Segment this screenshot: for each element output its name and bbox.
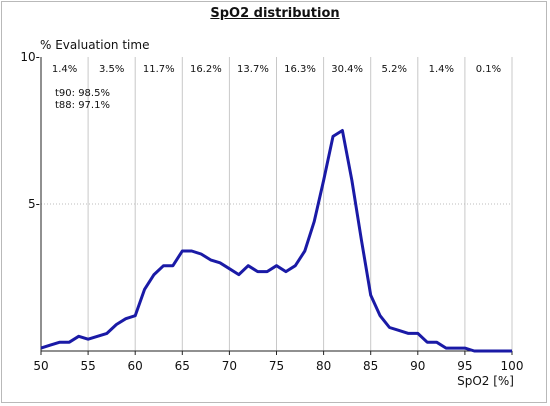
x-tick-label: 70 bbox=[222, 359, 237, 373]
x-tick-label: 85 bbox=[363, 359, 378, 373]
bin-percentage-label: 0.1% bbox=[476, 64, 501, 75]
x-tick-label: 65 bbox=[175, 359, 190, 373]
bin-percentage-label: 13.7% bbox=[237, 64, 269, 75]
y-axis-label: % Evaluation time bbox=[40, 38, 150, 52]
x-tick-label: 80 bbox=[316, 359, 331, 373]
y-tick-label: 10- bbox=[20, 50, 40, 64]
bin-percentage-label: 1.4% bbox=[429, 64, 454, 75]
x-tick-label: 75 bbox=[269, 359, 284, 373]
stat-label: t90: 98.5% bbox=[55, 88, 110, 99]
x-tick-label: 90 bbox=[410, 359, 425, 373]
x-axis-label: SpO2 [%] bbox=[457, 374, 514, 388]
chart-title: SpO2 distribution bbox=[210, 6, 340, 21]
bin-percentage-label: 3.5% bbox=[99, 64, 124, 75]
bin-percentage-label: 30.4% bbox=[331, 64, 363, 75]
series-line bbox=[40, 129, 512, 353]
x-tick-label: 100 bbox=[501, 359, 524, 373]
bin-percentage-label: 16.3% bbox=[284, 64, 316, 75]
y-tick-label: 5- bbox=[28, 197, 40, 211]
stat-label: t88: 97.1% bbox=[55, 100, 110, 111]
x-tick-label: 60 bbox=[128, 359, 143, 373]
x-tick-label: 95 bbox=[457, 359, 472, 373]
bin-percentage-label: 5.2% bbox=[382, 64, 407, 75]
x-tick-label: 55 bbox=[80, 359, 95, 373]
x-tick-label: 50 bbox=[33, 359, 48, 373]
bin-percentage-label: 1.4% bbox=[52, 64, 77, 75]
bin-percentage-label: 11.7% bbox=[143, 64, 175, 75]
bin-percentage-label: 16.2% bbox=[190, 64, 222, 75]
